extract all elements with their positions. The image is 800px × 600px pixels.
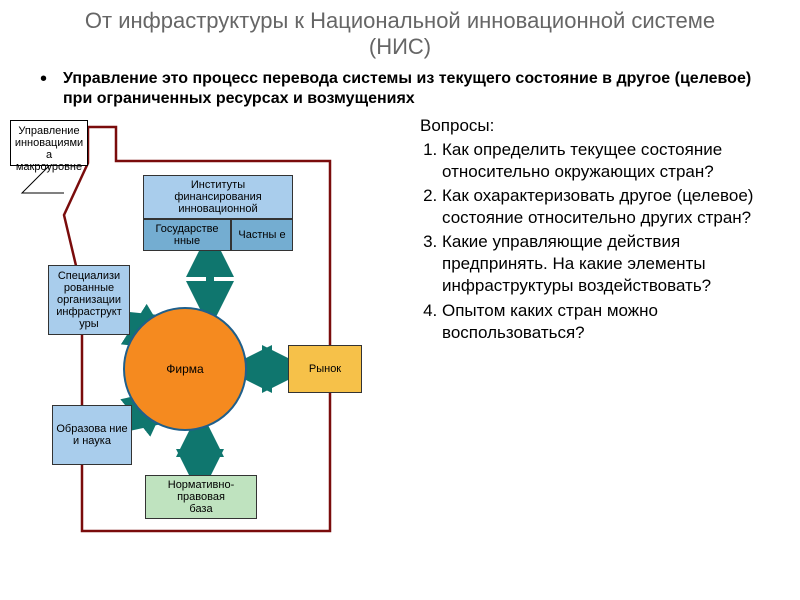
question-item: Как определить текущее состояние относит… [442,139,790,183]
diagram: Управление инновациями а макроуровне Инс… [10,115,410,545]
box-gov: Государстве нные [143,219,231,251]
question-item: Как охарактеризовать другое (целевое) со… [442,185,790,229]
box-legal: Нормативно-правовая база [145,475,257,519]
questions-heading: Вопросы: [420,115,790,137]
question-item: Какие управляющие действия предпринять. … [442,231,790,297]
subtitle-text: Управление это процесс перевода системы … [63,69,780,109]
box-private: Частны е [231,219,293,251]
circle-firma: Фирма [123,307,247,431]
questions: Вопросы: Как определить текущее состояни… [410,115,790,545]
content-area: Управление инновациями а макроуровне Инс… [0,115,800,545]
box-edu: Образова ние и наука [52,405,132,465]
subtitle-row: • Управление это процесс перевода систем… [0,65,800,115]
box-institutes: Институты финансирования инновационной [143,175,293,219]
page-title: От инфраструктуры к Национальной инновац… [0,0,800,65]
box-spec: Специализи рованные организации инфрастр… [48,265,130,335]
question-item: Опытом каких стран можно воспользоваться… [442,300,790,344]
box-market: Рынок [288,345,362,393]
questions-list: Как определить текущее состояние относит… [420,139,790,344]
callout-box: Управление инновациями а макроуровне [10,120,88,166]
bullet-icon: • [40,69,47,109]
